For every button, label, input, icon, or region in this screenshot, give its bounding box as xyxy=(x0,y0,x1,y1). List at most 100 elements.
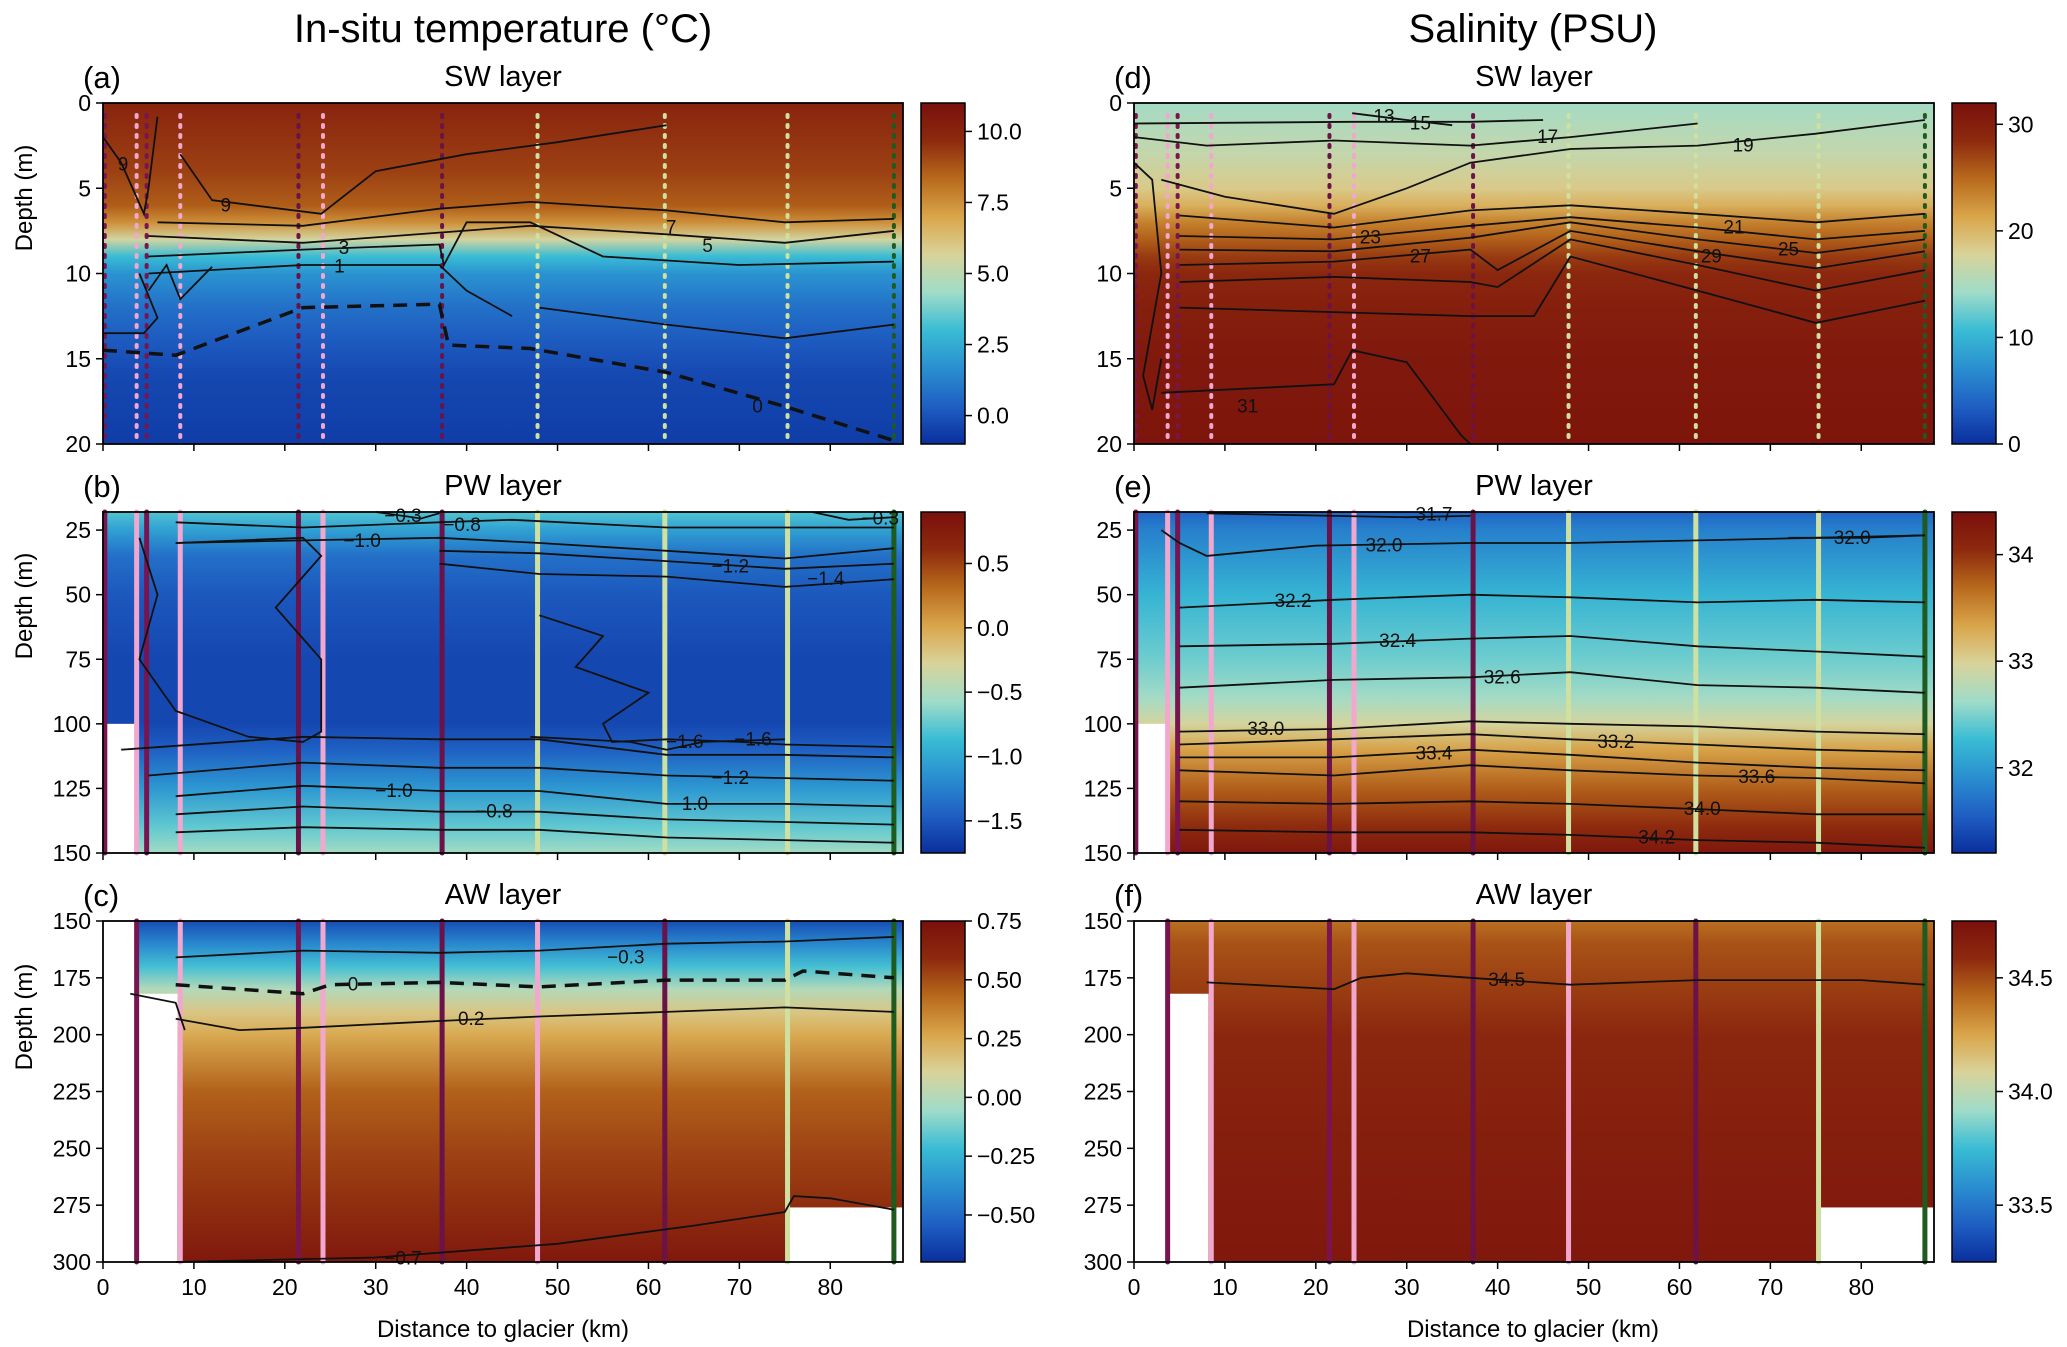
colorbar-tick-label: 34.5 xyxy=(2008,965,2053,991)
contour-label: 29 xyxy=(1701,246,1722,267)
contour-label: 31.7 xyxy=(1416,505,1453,526)
contour-label: 15 xyxy=(1410,113,1431,134)
contour-label: 34.2 xyxy=(1638,828,1675,849)
contour-line xyxy=(175,805,894,826)
panel-title: AW layer xyxy=(445,879,562,911)
y-tick-label: 50 xyxy=(65,582,91,608)
contour-line xyxy=(530,735,785,751)
y-tick-label: 200 xyxy=(1084,1022,1122,1048)
y-tick-label: 200 xyxy=(53,1022,91,1048)
y-tick-label: 300 xyxy=(53,1249,91,1275)
contour-line xyxy=(175,784,894,808)
y-tick-label: 75 xyxy=(65,646,91,672)
contour-label: 33.2 xyxy=(1597,732,1634,753)
contour-label: 33.6 xyxy=(1738,767,1775,788)
y-tick-label: 50 xyxy=(1096,582,1122,608)
contour-line xyxy=(130,992,186,1031)
panel-letter: (c) xyxy=(83,878,119,913)
contour-label: −1.6 xyxy=(666,732,704,753)
contour-line xyxy=(1206,512,1471,519)
contour-line xyxy=(1179,671,1925,694)
colorbar-tick-label: 0.25 xyxy=(977,1026,1022,1052)
contour-line xyxy=(439,549,894,570)
colorbar-tick-label: 20 xyxy=(2008,218,2034,244)
x-tick-label: 70 xyxy=(1758,1274,1784,1300)
y-tick-label: 25 xyxy=(1096,517,1122,543)
y-tick-label: 20 xyxy=(65,431,91,457)
contour-label: −1.2 xyxy=(712,556,750,577)
contour-label: 9 xyxy=(220,195,231,216)
panel-letter: (f) xyxy=(1114,878,1143,913)
contour-label: 32.0 xyxy=(1834,528,1871,549)
right-x-axis-label: Distance to glacier (km) xyxy=(1407,1316,1659,1343)
colorbar-tick-label: 2.5 xyxy=(977,332,1009,358)
panel-title: SW layer xyxy=(1475,61,1593,93)
panel-letter: (a) xyxy=(83,60,121,95)
panel-letter: (e) xyxy=(1114,469,1152,504)
x-tick-label: 60 xyxy=(1667,1274,1693,1300)
colorbar-tick-label: −0.50 xyxy=(977,1202,1035,1228)
no-data-mask xyxy=(103,921,137,1262)
y-tick-label: 175 xyxy=(53,965,91,991)
contour-line xyxy=(539,306,895,340)
x-tick-label: 30 xyxy=(1394,1274,1420,1300)
contour-label: −0.3 xyxy=(607,947,645,968)
contour-label: 33.0 xyxy=(1247,719,1284,740)
contour-line xyxy=(175,518,894,529)
colorbar-tick-label: 0.0 xyxy=(977,615,1009,641)
x-tick-label: 80 xyxy=(1848,1274,1874,1300)
contour-line xyxy=(1179,748,1925,772)
left-x-axis-label: Distance to glacier (km) xyxy=(377,1316,629,1343)
y-tick-label: 10 xyxy=(65,261,91,287)
y-tick-label: 150 xyxy=(53,840,91,866)
colorbar-tick-label: −0.5 xyxy=(977,679,1022,705)
right-column-title: Salinity (PSU) xyxy=(1409,7,1658,51)
contour-line xyxy=(1133,162,1163,411)
contour-line xyxy=(1179,828,1925,849)
contour-label: −1.4 xyxy=(807,569,845,590)
contour-label: 5 xyxy=(702,236,713,257)
y-tick-label: 250 xyxy=(1084,1135,1122,1161)
colorbar-tick-label: 0.5 xyxy=(977,550,1009,576)
contour-label: 34.5 xyxy=(1488,970,1525,991)
colorbar-tick-label: −1.5 xyxy=(977,808,1022,834)
contour-label: 33.4 xyxy=(1416,744,1453,765)
contour-line xyxy=(175,1006,894,1032)
contour-label: 34.0 xyxy=(1684,799,1721,820)
no-data-mask xyxy=(136,993,178,1262)
colorbar xyxy=(920,511,966,854)
contour-line xyxy=(147,263,213,301)
contour-line xyxy=(102,116,159,217)
no-data-mask xyxy=(103,723,137,853)
contour-line xyxy=(1179,635,1925,658)
x-tick-label: 60 xyxy=(636,1274,662,1300)
y-tick-label: 150 xyxy=(1084,908,1122,934)
contour-line xyxy=(1179,733,1925,754)
contour-label: 25 xyxy=(1778,240,1799,261)
contour-label: −0.3 xyxy=(862,508,900,529)
contour-label: 31 xyxy=(1237,396,1258,417)
panel-title: PW layer xyxy=(1475,470,1593,502)
colorbar-tick-label: 0.0 xyxy=(977,403,1009,429)
contour-line xyxy=(1133,122,1698,147)
x-tick-label: 80 xyxy=(817,1274,843,1300)
colorbar-tick-label: 5.0 xyxy=(977,261,1009,287)
contour-line xyxy=(175,1195,895,1263)
colorbar-tick-label: 0.75 xyxy=(977,908,1022,934)
contour-line xyxy=(1179,764,1925,785)
contour-line xyxy=(179,124,667,215)
colorbar-tick-label: 33.5 xyxy=(2008,1192,2053,1218)
panel-title: AW layer xyxy=(1476,879,1593,911)
no-data-mask xyxy=(1134,723,1168,853)
colorbar-tick-label: −0.25 xyxy=(977,1143,1035,1169)
y-axis-label-row-1: Depth (m) xyxy=(11,145,38,252)
contour-line xyxy=(1179,800,1925,816)
no-data-mask xyxy=(1167,993,1209,1262)
colorbar-tick-label: 30 xyxy=(2008,111,2034,137)
y-tick-label: 5 xyxy=(78,175,91,201)
y-tick-label: 300 xyxy=(1084,1249,1122,1275)
y-tick-label: 125 xyxy=(1084,775,1122,801)
contour-label: 17 xyxy=(1537,127,1558,148)
